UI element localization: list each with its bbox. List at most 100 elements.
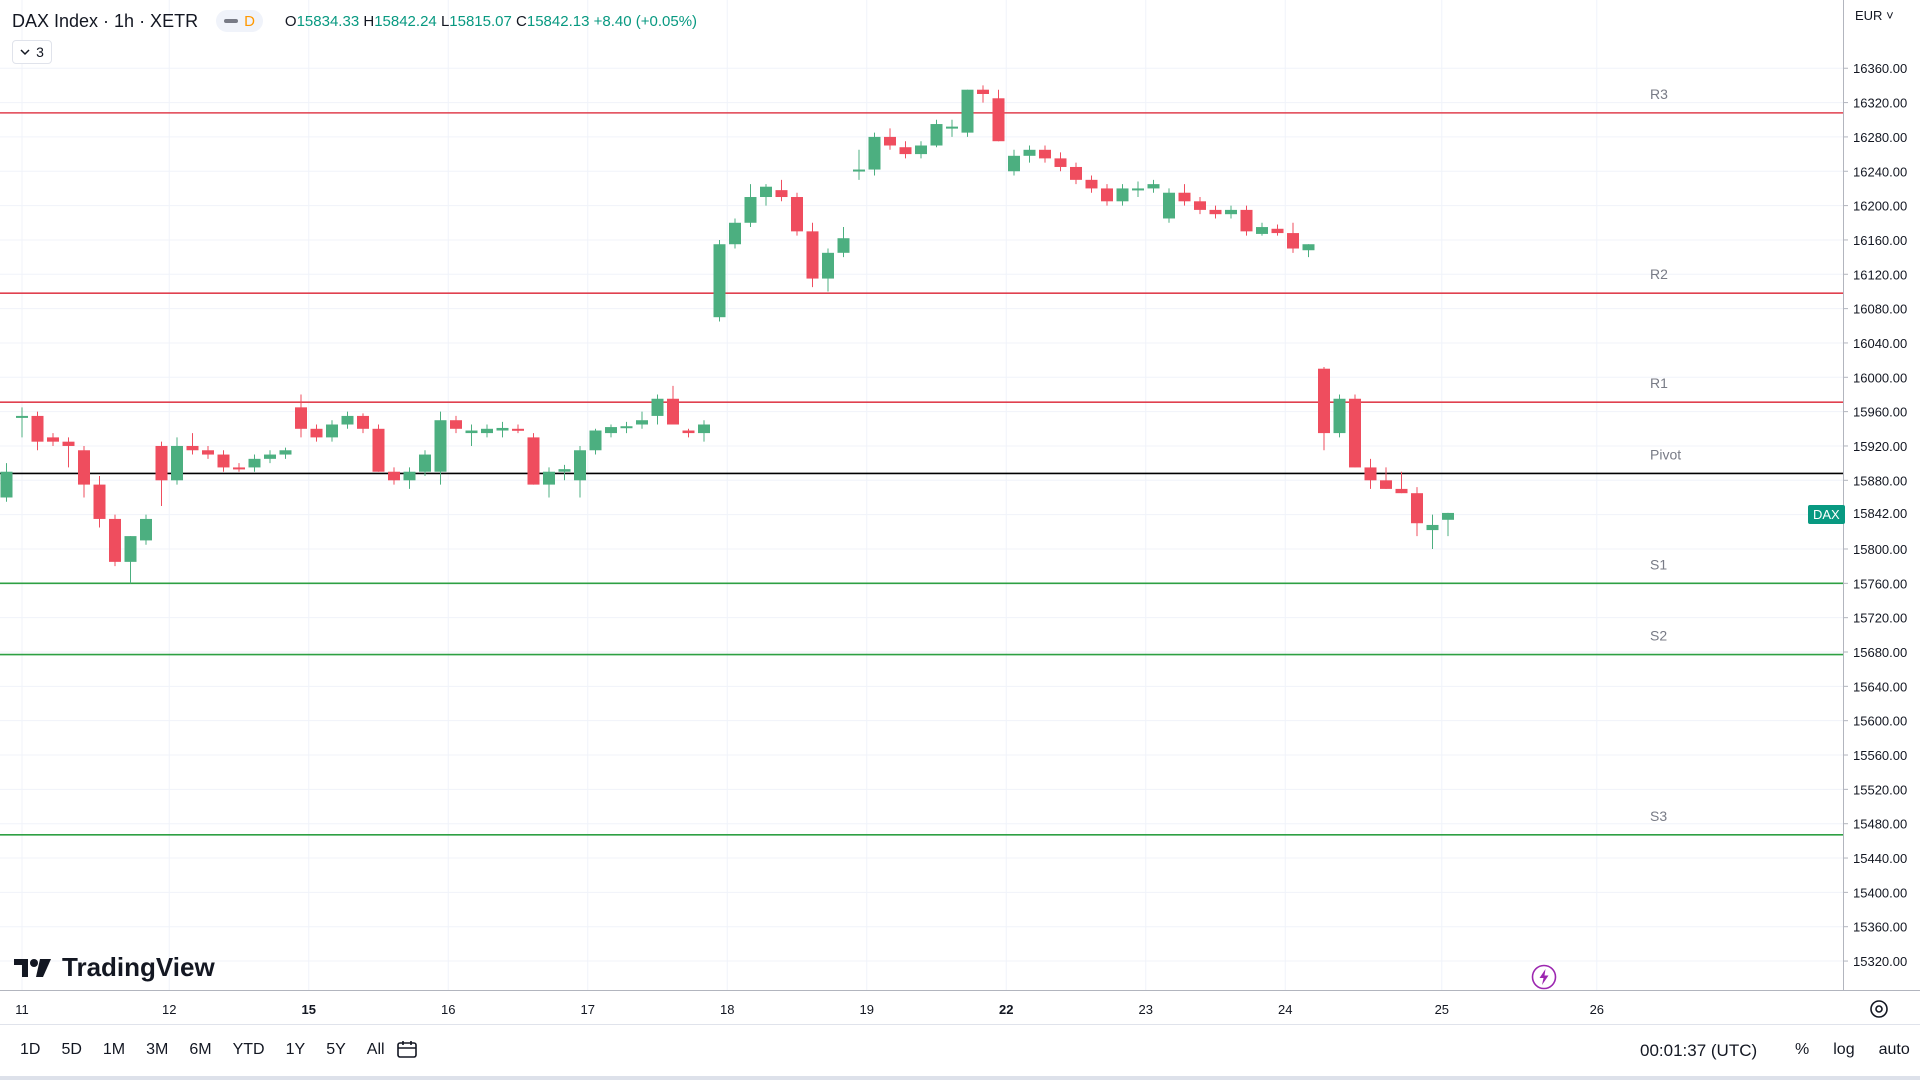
y-tick-label: 15720.00 [1853,611,1907,626]
currency-selector[interactable]: EUR ˅ [1855,8,1894,23]
candle-body [682,430,695,434]
x-tick-label: 18 [720,1002,734,1017]
candle-body [961,89,974,133]
candle-body [1333,398,1346,434]
candle-body [388,471,400,481]
candle-body [822,252,834,279]
candle-body [1349,398,1361,468]
candle-body [1023,149,1036,156]
high-value: 15842.24 [374,12,437,30]
candle-body [1225,209,1237,215]
range-button[interactable]: All [366,1041,385,1058]
y-tick-label: 15520.00 [1853,782,1907,797]
x-tick-label: 15 [302,1002,316,1017]
candle-body [1008,155,1020,172]
bottom-toolbar: 1D 5D 1M 3M 6M YTD 1Y 5Y All 00:01:37 (U… [0,1024,1920,1077]
candle-body [0,471,13,498]
chevron-down-icon: ˅ [1886,8,1894,23]
candle-body [93,484,106,519]
candle-body [186,445,199,451]
chevron-down-icon [20,49,30,56]
range-button[interactable]: 1M [102,1041,126,1058]
status-pill-icon [224,19,239,23]
range-button[interactable]: 3M [146,1041,169,1058]
y-tick-label: 16040.00 [1853,336,1907,351]
candle-body [915,145,927,155]
candle-body [946,126,958,129]
level-label-s2: S2 [1650,628,1667,644]
candle-body [450,420,462,429]
candle-body [109,518,121,562]
symbol-title[interactable]: DAX Index · 1h · XETR [12,10,199,31]
candle-body [527,437,540,485]
indicators-toggle-button[interactable]: 3 [12,40,52,64]
range-button[interactable]: 1Y [285,1041,306,1058]
candle-body [760,186,772,198]
candle-body [1178,192,1191,202]
candle-body [1256,227,1268,234]
market-status-badge[interactable]: D [216,10,263,32]
y-tick-label: 15360.00 [1853,920,1907,935]
y-tick-label: 15440.00 [1853,851,1907,866]
range-button[interactable]: 5D [61,1041,82,1058]
candle-body [1194,201,1206,210]
candle-body [1209,209,1222,215]
level-label-s1: S1 [1650,556,1667,572]
price-chart[interactable]: R3 R2 R1 Pivot S1 S2 S3 15320.00 15360.00 15400.… [0,0,1920,1024]
y-tick-label: 16160.00 [1853,233,1907,248]
gear-icon[interactable] [1868,998,1890,1020]
price-axis[interactable]: 15320.00 15360.00 15400.00 15440.00 15480.00… [1843,0,1914,990]
candle-body [543,471,555,485]
candle-body [713,244,726,318]
percent-scale-toggle[interactable]: % [1795,1041,1810,1058]
tradingview-logo[interactable]: TradingView [14,952,215,983]
candle-body [1442,512,1454,520]
candle-body [1287,233,1299,249]
candle-body [1147,184,1160,189]
candle-body [853,169,865,172]
range-button[interactable]: 5Y [326,1041,346,1058]
y-tick-label: 15560.00 [1853,748,1907,763]
candle-body [868,136,881,170]
range-selector: 1D 5D 1M 3M 6M YTD 1Y 5Y All [20,1041,385,1059]
last-price-label: 15842.00 [1853,506,1907,521]
auto-scale-toggle[interactable]: auto [1878,1041,1910,1058]
time-axis[interactable]: 11 12 15 16 17 18 19 22 23 24 25 26 [0,990,1920,1018]
candle-body [155,445,168,481]
candle-body [140,518,152,541]
low-label: L [440,12,450,30]
y-tick-label: 15640.00 [1853,679,1907,694]
candle-body [651,398,664,416]
candle-body [481,428,493,434]
x-tick-label: 19 [860,1002,874,1017]
candle-body [977,89,989,94]
candle-body [372,428,385,472]
log-scale-toggle[interactable]: log [1833,1041,1855,1058]
y-tick-label: 15320.00 [1853,954,1907,969]
candle-body [124,536,137,562]
candle-body [1101,188,1113,202]
last-price-bg [1844,503,1914,522]
candle-body [837,238,850,253]
y-tick-label: 15480.00 [1853,817,1907,832]
candle-body [1039,149,1051,159]
range-button[interactable]: 1D [20,1041,41,1058]
y-tick-label: 16360.00 [1853,61,1907,76]
candle-body [403,471,416,481]
candle-body [512,428,524,431]
candle-body [62,441,75,446]
range-button[interactable]: YTD [232,1041,265,1058]
candle-body [31,415,44,442]
last-price-tag: DAX [1808,505,1845,524]
date-range-icon[interactable] [395,1039,419,1061]
candle-body [233,467,245,470]
candle-body [357,415,369,429]
range-button[interactable]: 6M [189,1041,212,1058]
brand-name: TradingView [62,952,215,982]
low-value: 15815.07 [449,12,512,30]
lightning-icon[interactable] [1531,964,1557,990]
utc-clock[interactable]: 00:01:37 (UTC) [1640,1041,1758,1060]
candle-body [419,454,431,472]
horizontal-scrollbar[interactable] [0,1076,1920,1080]
pivot-levels: R3 R2 R1 Pivot S1 S2 S3 [0,86,1843,836]
